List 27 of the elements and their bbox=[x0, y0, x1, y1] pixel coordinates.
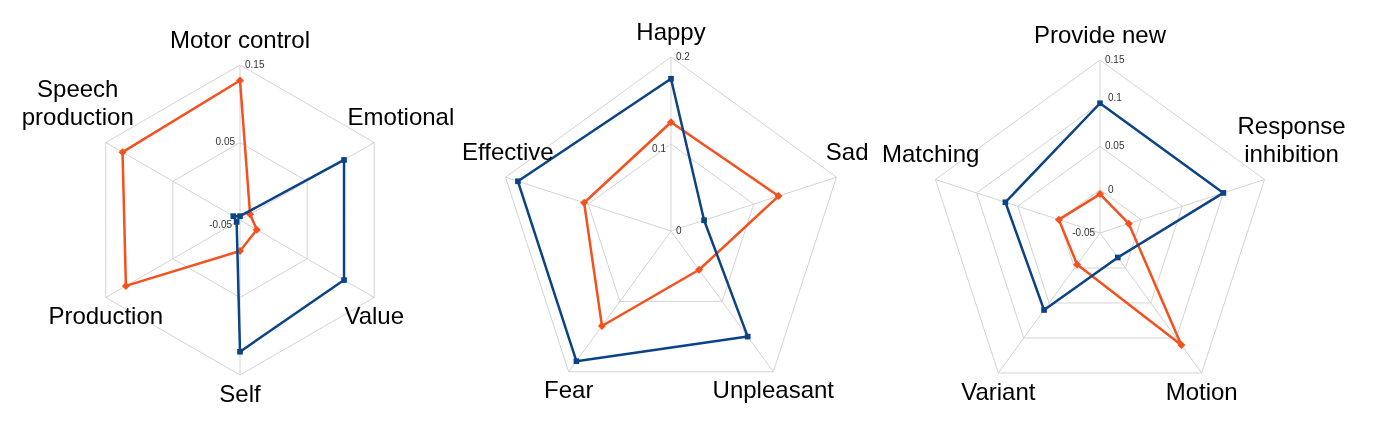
y-tick-label: 0.2 bbox=[676, 50, 691, 62]
y-tick-label: 0.1 bbox=[1108, 92, 1123, 103]
spoke-label: Matching bbox=[882, 140, 980, 168]
y-tick-label: 0.05 bbox=[1105, 140, 1125, 152]
y-tick-label: 0 bbox=[676, 224, 682, 236]
spoke-label: Effective bbox=[462, 137, 554, 165]
spoke-label: Motion bbox=[1165, 377, 1238, 405]
spoke-label: Fear bbox=[544, 376, 594, 404]
spoke-label: Emotional bbox=[347, 103, 455, 131]
spoke-label: Self bbox=[219, 379, 262, 407]
y-tick-label: 0 bbox=[1108, 183, 1114, 195]
spoke-label: Value bbox=[344, 302, 405, 330]
spoke-label: Sad bbox=[825, 137, 869, 165]
spoke-label: Response inhibition bbox=[1237, 112, 1346, 168]
y-tick-label: 0.15 bbox=[1105, 53, 1125, 65]
y-tick-label: 0.15 bbox=[245, 58, 265, 70]
y-tick-label: -0.05 bbox=[209, 218, 233, 230]
y-tick-label: -0.05 bbox=[1072, 226, 1096, 238]
spoke-label: Production bbox=[48, 302, 164, 330]
spoke-label: Speech production bbox=[21, 75, 134, 131]
spoke-label: Motor control bbox=[169, 25, 311, 53]
spoke-label: Happy bbox=[636, 17, 706, 45]
y-tick-label: 0.1 bbox=[652, 142, 667, 154]
y-tick-label: 0.05 bbox=[215, 136, 236, 148]
spoke-label: Unpleasant bbox=[712, 376, 835, 404]
spoke-label: Provide new bbox=[1033, 20, 1167, 48]
spoke-label: Variant bbox=[961, 377, 1036, 405]
